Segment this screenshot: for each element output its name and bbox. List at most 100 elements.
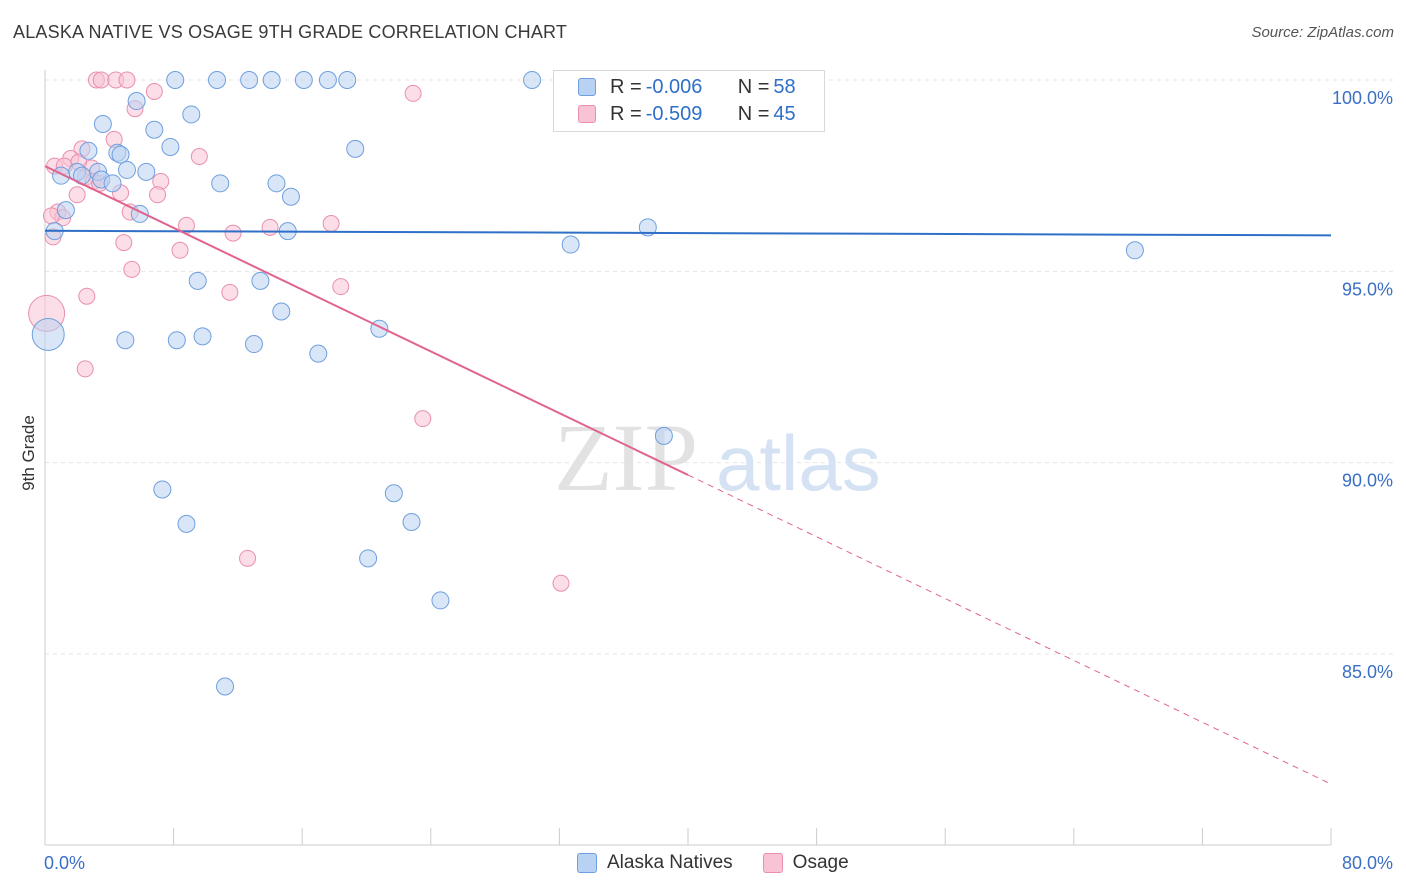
- x-tick-label: 0.0%: [44, 853, 85, 873]
- alaska-point: [267, 174, 286, 193]
- alaska-point: [654, 426, 673, 445]
- alaska-point: [116, 331, 135, 350]
- alaska-point: [56, 201, 75, 220]
- alaska-point: [216, 677, 235, 696]
- alaska-point: [318, 71, 337, 89]
- alaska-point: [117, 160, 136, 179]
- alaska-point: [346, 139, 365, 158]
- osage-swatch: [578, 105, 596, 123]
- osage-point: [404, 84, 422, 102]
- alaska-point: [166, 71, 185, 89]
- series-legend: Alaska Natives Osage: [577, 852, 879, 874]
- trend-lines: [44, 165, 1332, 785]
- n-value: 58: [773, 75, 796, 98]
- legend-row-alaska: R = -0.006 N = 58: [554, 74, 796, 100]
- osage-point: [239, 549, 257, 567]
- osage-trend-extension: [687, 474, 1332, 785]
- watermark-atlas: atlas: [716, 419, 881, 507]
- legend-label: Osage: [792, 852, 849, 873]
- osage-point: [78, 287, 96, 305]
- alaska-point: [161, 137, 180, 156]
- alaska-point: [272, 302, 291, 321]
- osage-point: [332, 278, 350, 296]
- legend-label: Alaska Natives: [607, 852, 733, 873]
- osage-point: [190, 148, 208, 166]
- r-label: R =: [610, 102, 642, 125]
- legend-item-osage[interactable]: Osage: [762, 852, 849, 874]
- alaska-point: [262, 71, 281, 89]
- alaska-point: [523, 71, 542, 89]
- osage-point: [149, 186, 167, 204]
- watermark: ZIP atlas: [554, 404, 881, 511]
- alaska-point: [1125, 241, 1144, 260]
- source-label: Source: ZipAtlas.com: [1251, 24, 1394, 41]
- gridlines: [45, 79, 1394, 655]
- alaska-point: [281, 187, 300, 206]
- alaska-point: [79, 141, 98, 160]
- axes: [44, 70, 1332, 846]
- legend-item-alaska[interactable]: Alaska Natives: [577, 852, 733, 874]
- r-value: -0.509: [645, 102, 703, 125]
- osage-point: [145, 82, 163, 100]
- alaska-swatch: [578, 78, 596, 96]
- alaska-point: [208, 71, 227, 89]
- osage-point: [115, 234, 133, 252]
- y-tick-label: 85.0%: [1342, 662, 1393, 682]
- osage-point: [118, 71, 136, 89]
- alaska-point: [188, 271, 207, 290]
- osage-point: [552, 574, 570, 592]
- osage-point: [68, 186, 86, 204]
- correlation-legend: R = -0.006 N = 58 R = -0.509 N = 45: [553, 70, 825, 132]
- r-value: -0.006: [645, 75, 703, 98]
- alaska-point: [193, 327, 212, 346]
- osage-trend-line: [44, 165, 689, 476]
- alaska-point: [402, 512, 421, 531]
- tick-labels: 85.0% 90.0% 95.0% 100.0% 0.0% 80.0%: [44, 88, 1393, 873]
- alaska-swatch: [577, 853, 597, 873]
- alaska-point: [182, 105, 201, 124]
- alaska-point: [240, 71, 259, 89]
- alaska-trend-line: [44, 229, 1332, 237]
- y-tick-label: 90.0%: [1342, 471, 1393, 491]
- alaska-point: [111, 145, 130, 164]
- osage-point: [224, 224, 242, 242]
- alaska-point: [103, 174, 122, 193]
- osage-point: [123, 260, 141, 278]
- alaska-natives-points: [31, 71, 1144, 696]
- osage-point: [221, 283, 239, 301]
- alaska-point: [145, 120, 164, 139]
- n-value: 45: [773, 102, 796, 125]
- osage-point: [322, 215, 340, 232]
- y-tick-label: 95.0%: [1342, 279, 1393, 299]
- alaska-point: [251, 271, 270, 290]
- alaska-point: [127, 92, 146, 111]
- n-label: N =: [737, 102, 770, 125]
- osage-point: [414, 410, 432, 428]
- osage-point: [171, 241, 189, 259]
- chart-title: ALASKA NATIVE VS OSAGE 9TH GRADE CORRELA…: [13, 22, 568, 42]
- alaska-point: [93, 115, 112, 134]
- alaska-point: [561, 235, 580, 254]
- y-axis-label: 9th Grade: [19, 415, 38, 491]
- n-label: N =: [737, 75, 770, 98]
- alaska-point: [211, 174, 230, 193]
- alaska-point: [638, 218, 657, 237]
- alaska-point: [244, 335, 263, 354]
- alaska-point: [294, 71, 313, 89]
- alaska-point: [431, 591, 450, 610]
- y-tick-label: 100.0%: [1332, 88, 1393, 108]
- osage-point: [76, 360, 94, 378]
- alaska-point: [309, 344, 328, 363]
- osage-point: [261, 218, 279, 236]
- osage-point: [92, 71, 110, 89]
- alaska-point: [359, 549, 378, 568]
- alaska-point: [137, 162, 156, 181]
- alaska-point: [167, 331, 186, 350]
- alaska-point: [384, 484, 403, 503]
- alaska-point: [338, 71, 357, 89]
- alaska-point: [153, 480, 172, 499]
- alaska-point: [177, 514, 196, 533]
- r-label: R =: [610, 75, 642, 98]
- legend-row-osage: R = -0.509 N = 45: [554, 101, 796, 127]
